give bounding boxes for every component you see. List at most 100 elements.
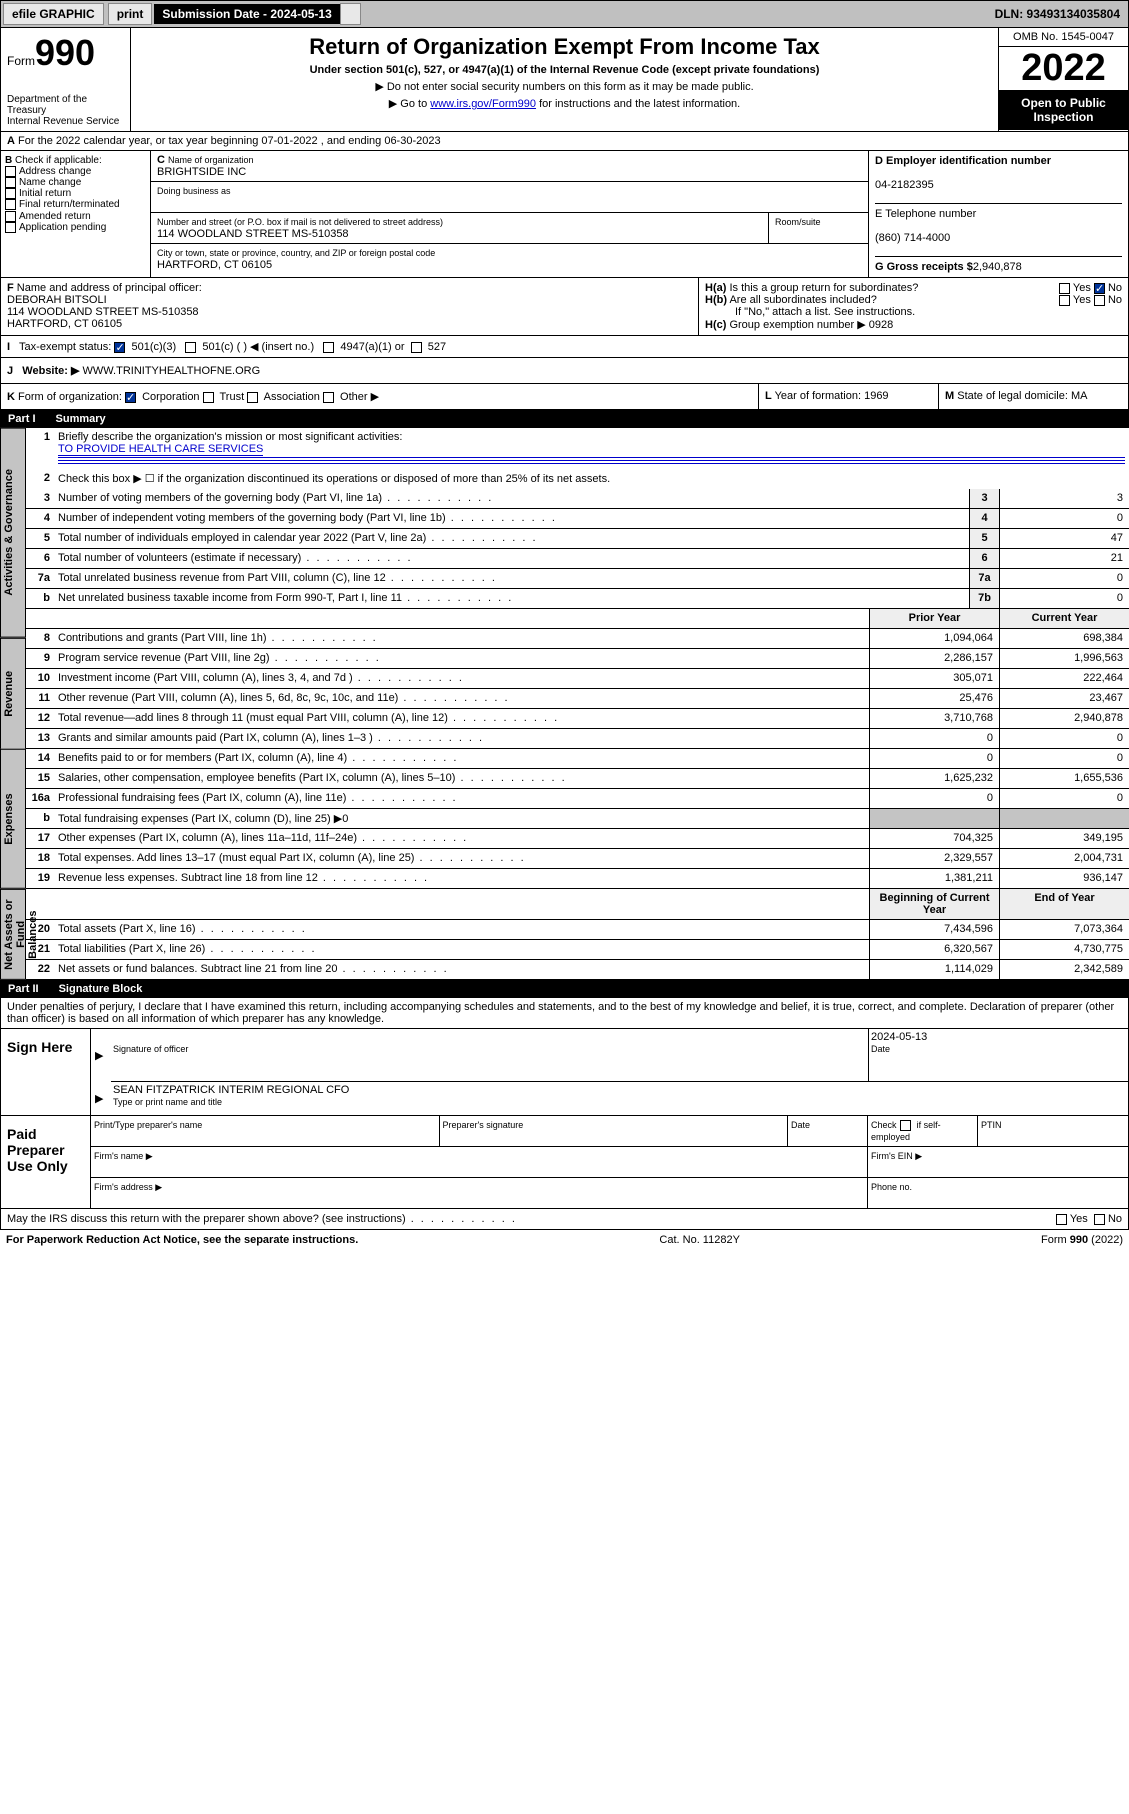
ln-num: b	[26, 589, 54, 608]
ln-num: 11	[26, 689, 54, 708]
preparer-label: Paid Preparer Use Only	[1, 1116, 91, 1208]
name-change-checkbox[interactable]	[5, 177, 16, 188]
hc-label: H(c)	[705, 319, 726, 331]
header-left: Form990 Department of the Treasury Inter…	[1, 28, 131, 131]
line-14: 14 Benefits paid to or for members (Part…	[26, 749, 1129, 769]
website-value: WWW.TRINITYHEALTHOFNE.ORG	[83, 365, 261, 377]
line-12: 12 Total revenue—add lines 8 through 11 …	[26, 709, 1129, 729]
line-9: 9 Program service revenue (Part VIII, li…	[26, 649, 1129, 669]
discuss-no-checkbox[interactable]	[1094, 1214, 1105, 1225]
officer-addr1: 114 WOODLAND STREET MS-510358	[7, 306, 199, 318]
ln-num: 18	[26, 849, 54, 868]
ha-no-checkbox[interactable]	[1094, 283, 1105, 294]
501c3-checkbox[interactable]	[114, 342, 125, 353]
firm-phone-label: Phone no.	[871, 1182, 912, 1192]
form-header: Form990 Department of the Treasury Inter…	[0, 28, 1129, 132]
4947-checkbox[interactable]	[323, 342, 334, 353]
hb-no-checkbox[interactable]	[1094, 295, 1105, 306]
irs-label: Internal Revenue Service	[7, 116, 119, 127]
irs-link[interactable]: www.irs.gov/Form990	[430, 98, 536, 110]
ln-text: Benefits paid to or for members (Part IX…	[54, 749, 869, 768]
block-c: C Name of organization BRIGHTSIDE INC Do…	[151, 151, 868, 277]
ln-text: Grants and similar amounts paid (Part IX…	[54, 729, 869, 748]
ln-current: 349,195	[999, 829, 1129, 848]
ln-num: 6	[26, 549, 54, 568]
ln-prior: 1,625,232	[869, 769, 999, 788]
col-hdr-text	[54, 609, 869, 628]
ln-box: 3	[969, 489, 999, 508]
dept-treasury: Department of the Treasury Internal Reve…	[7, 94, 124, 127]
note2-pre: ▶ Go to	[389, 98, 430, 110]
ln-text: Investment income (Part VIII, column (A)…	[54, 669, 869, 688]
ln-num: 22	[26, 960, 54, 979]
hc-text: Group exemption number ▶	[729, 319, 865, 331]
discuss-no: No	[1108, 1213, 1122, 1225]
col-hdr2-text	[54, 889, 869, 919]
ln-current: 4,730,775	[999, 940, 1129, 959]
line1-text: Briefly describe the organization's miss…	[54, 428, 1129, 469]
ln-current: 23,467	[999, 689, 1129, 708]
street-label: Number and street (or P.O. box if mail i…	[157, 217, 443, 227]
block-h: H(a) Is this a group return for subordin…	[698, 278, 1128, 335]
501c-checkbox[interactable]	[185, 342, 196, 353]
letter-l: L	[765, 390, 772, 402]
initial-return-checkbox[interactable]	[5, 188, 16, 199]
block-l: L Year of formation: 1969	[758, 384, 938, 409]
inspection1: Open to Public	[1021, 96, 1106, 110]
ln-current: 1,655,536	[999, 769, 1129, 788]
line-21: 21 Total liabilities (Part X, line 26) 6…	[26, 940, 1129, 960]
summary-table: Activities & Governance Revenue Expenses…	[0, 428, 1129, 980]
ln-text: Professional fundraising fees (Part IX, …	[54, 789, 869, 808]
prep-ptin-cell: PTIN	[978, 1116, 1128, 1146]
ein-value: 04-2182395	[875, 179, 934, 191]
ln-prior: 0	[869, 749, 999, 768]
corp-label: Corporation	[142, 391, 199, 403]
ln-num: 19	[26, 869, 54, 888]
col-beginning: Beginning of Current Year	[869, 889, 999, 919]
527-checkbox[interactable]	[411, 342, 422, 353]
line16b-text: Total fundraising expenses (Part IX, col…	[54, 809, 869, 828]
sig-name: SEAN FITZPATRICK INTERIM REGIONAL CFO	[113, 1084, 349, 1096]
line1-value: TO PROVIDE HEALTH CARE SERVICES	[58, 443, 263, 456]
ln-prior: 704,325	[869, 829, 999, 848]
hb-yes-checkbox[interactable]	[1059, 295, 1070, 306]
org-name: BRIGHTSIDE INC	[157, 166, 246, 178]
501c3-label: 501(c)(3)	[132, 341, 177, 353]
officer-label: Name and address of principal officer:	[17, 282, 202, 294]
addr-change-checkbox[interactable]	[5, 166, 16, 177]
footer: For Paperwork Reduction Act Notice, see …	[0, 1230, 1129, 1250]
final-return-checkbox[interactable]	[5, 199, 16, 210]
prep-sig-cell: Preparer's signature	[440, 1116, 789, 1146]
ln-prior: 1,114,029	[869, 960, 999, 979]
ln-text: Number of voting members of the governin…	[54, 489, 969, 508]
ln-num: 4	[26, 509, 54, 528]
app-pending-checkbox[interactable]	[5, 222, 16, 233]
col-current: Current Year	[999, 609, 1129, 628]
dba-cell: Doing business as	[151, 182, 868, 213]
ln-text: Salaries, other compensation, employee b…	[54, 769, 869, 788]
header-right: OMB No. 1545-0047 2022 Open to Public In…	[998, 28, 1128, 131]
discuss-yes-checkbox[interactable]	[1056, 1214, 1067, 1225]
print-button[interactable]: print	[108, 3, 153, 25]
section-a-text: For the 2022 calendar year, or tax year …	[18, 135, 441, 147]
ln-text: Other revenue (Part VIII, column (A), li…	[54, 689, 869, 708]
dba-label: Doing business as	[157, 186, 231, 196]
trust-checkbox[interactable]	[203, 392, 214, 403]
501c-label: 501(c) ( ) ◀ (insert no.)	[202, 341, 314, 353]
corp-checkbox[interactable]	[125, 392, 136, 403]
ln-box: 4	[969, 509, 999, 528]
ha-yes-checkbox[interactable]	[1059, 283, 1070, 294]
selfemp-checkbox[interactable]	[900, 1120, 911, 1131]
ln-current: 2,004,731	[999, 849, 1129, 868]
line-10: 10 Investment income (Part VIII, column …	[26, 669, 1129, 689]
other-checkbox[interactable]	[323, 392, 334, 403]
ln-prior: 7,434,596	[869, 920, 999, 939]
ln-val: 0	[999, 509, 1129, 528]
block-j: J Website: ▶ WWW.TRINITYHEALTHOFNE.ORG	[1, 358, 1128, 383]
col-hdr-num	[26, 609, 54, 628]
line-1: 1 Briefly describe the organization's mi…	[26, 428, 1129, 469]
amended-return-checkbox[interactable]	[5, 211, 16, 222]
letter-a: A	[7, 135, 15, 147]
assoc-checkbox[interactable]	[247, 392, 258, 403]
other-label: Other ▶	[340, 391, 379, 403]
